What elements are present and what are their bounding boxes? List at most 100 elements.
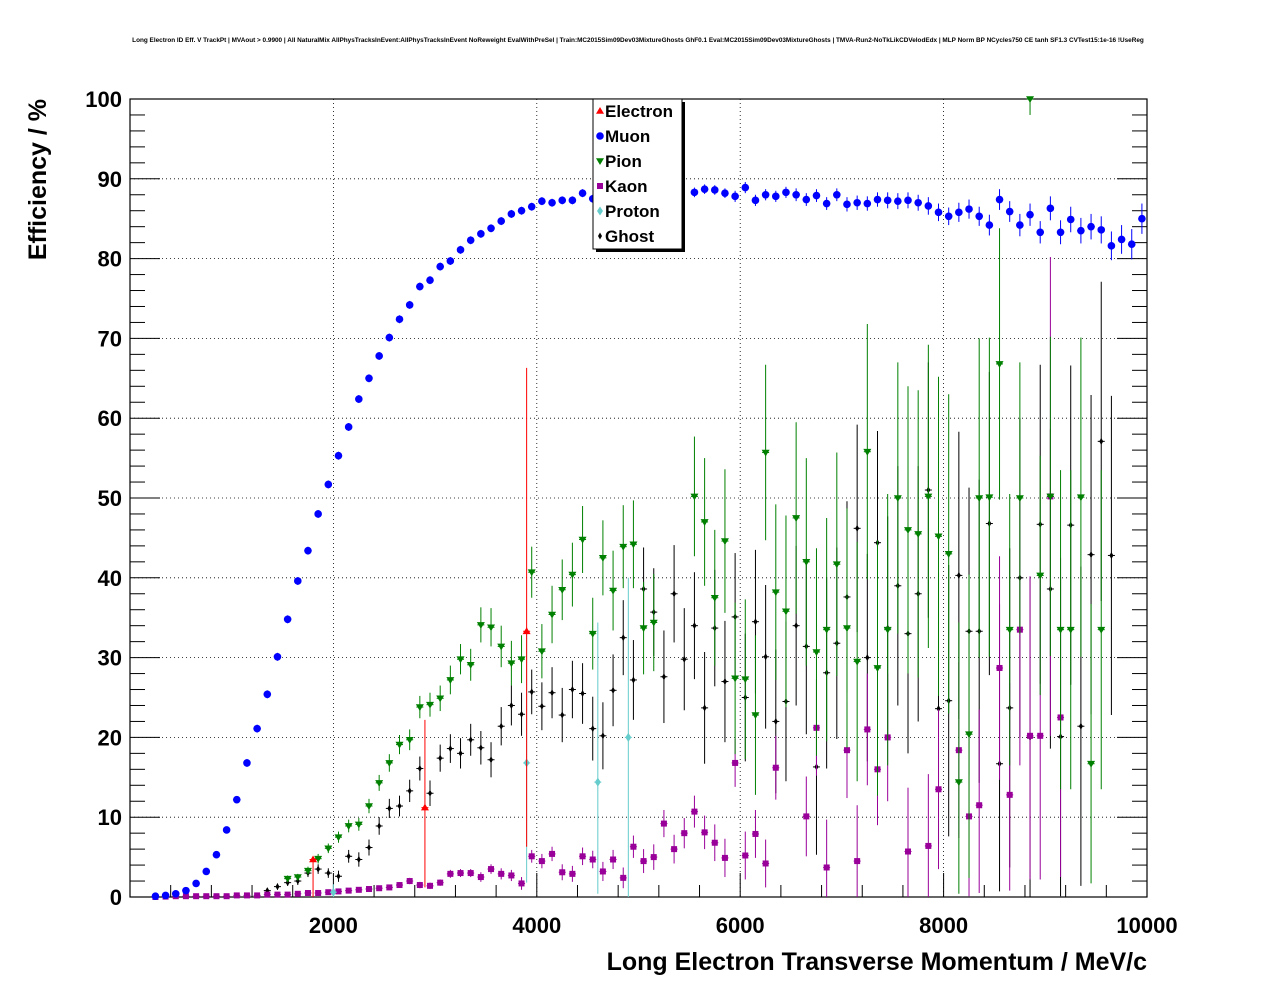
- chart-title: Long Electron ID Eff. V TrackPt | MVAout…: [132, 37, 1144, 44]
- muon-point: [955, 208, 963, 217]
- ghost-point: [631, 676, 636, 684]
- kaon-point: [406, 878, 413, 885]
- muon-point: [904, 196, 912, 205]
- muon-point: [853, 198, 861, 207]
- kaon-point: [752, 830, 759, 837]
- ghost-point: [661, 673, 666, 681]
- electron-point: [420, 803, 429, 811]
- muon-point: [385, 333, 394, 342]
- muon-point: [995, 195, 1004, 204]
- muon-point: [894, 197, 902, 205]
- ghost-point: [865, 654, 870, 662]
- pion-point: [893, 495, 902, 502]
- kaon-point: [905, 848, 912, 855]
- pion-point: [781, 608, 790, 616]
- muon-point: [161, 891, 170, 900]
- electron-point: [522, 627, 531, 635]
- pion-point: [537, 648, 546, 656]
- ghost-point: [580, 690, 585, 698]
- pion-point: [517, 656, 526, 664]
- pion-point: [995, 361, 1004, 368]
- muon-point: [517, 206, 526, 215]
- ghost-point: [458, 749, 463, 757]
- muon-point: [487, 224, 495, 233]
- muon-point: [283, 615, 292, 624]
- ghost-point: [722, 678, 727, 686]
- ghost-point: [570, 686, 575, 694]
- pion-point: [863, 448, 872, 456]
- muon-point: [405, 301, 414, 309]
- pion-point: [710, 594, 719, 602]
- series-kaon: [151, 257, 1065, 900]
- muon-point: [395, 315, 404, 324]
- kaon-point: [477, 874, 484, 881]
- pion-point: [720, 538, 729, 546]
- kaon-point: [396, 882, 403, 889]
- muon-point: [731, 192, 739, 201]
- muon-point: [202, 867, 211, 876]
- pion-point: [1066, 626, 1075, 634]
- kaon-point: [223, 893, 230, 900]
- ghost-point: [499, 722, 504, 730]
- ghost-point: [509, 701, 514, 709]
- ghost-point: [356, 855, 361, 863]
- muon-point: [761, 190, 770, 199]
- kaon-point: [640, 858, 647, 865]
- legend-label-kaon: Kaon: [605, 177, 648, 196]
- ghost-point: [682, 655, 687, 663]
- pion-point: [1097, 626, 1106, 634]
- pion-point: [812, 649, 821, 657]
- kaon-point: [772, 764, 779, 771]
- pion-point: [487, 624, 496, 632]
- ghost-point: [346, 852, 351, 860]
- kaon-point: [610, 856, 617, 863]
- kaon-point: [376, 885, 383, 892]
- kaon-point: [467, 870, 474, 877]
- muon-point: [782, 188, 790, 197]
- pion-point: [415, 704, 424, 712]
- kaon-point: [294, 890, 301, 897]
- kaon-point: [691, 808, 698, 815]
- pion-point: [456, 656, 465, 664]
- pion-point: [568, 571, 577, 579]
- muon-point: [344, 423, 353, 431]
- y-tick-label: 60: [98, 406, 122, 431]
- y-tick-label: 90: [98, 167, 122, 192]
- kaon-point: [854, 858, 861, 865]
- pion-point: [598, 555, 607, 562]
- muon-point: [456, 246, 465, 254]
- kaon-point: [386, 884, 393, 891]
- ghost-point: [956, 571, 961, 579]
- x-tick-label: 6000: [716, 913, 765, 938]
- pion-point: [527, 569, 536, 577]
- ghost-point: [1109, 551, 1114, 559]
- ghost-point: [478, 744, 483, 752]
- kaon-point: [508, 872, 515, 879]
- electron-point: [309, 855, 318, 863]
- kaon-point: [742, 852, 749, 859]
- kaon-point: [559, 869, 566, 876]
- legend-box: [592, 98, 683, 250]
- muon-point: [1036, 228, 1045, 237]
- kaon-point: [589, 856, 596, 863]
- pion-point: [436, 695, 445, 703]
- legend-marker-electron: [596, 107, 604, 114]
- muon-point: [1046, 204, 1055, 213]
- kaon-point: [620, 874, 627, 881]
- muon-point: [324, 480, 333, 489]
- muon-point: [243, 759, 251, 767]
- legend-label-pion: Pion: [605, 152, 642, 171]
- kaon-point: [630, 843, 637, 850]
- pion-point: [700, 519, 709, 526]
- pion-point: [354, 821, 363, 829]
- pion-point: [914, 531, 923, 538]
- muon-point: [1005, 207, 1014, 216]
- y-tick-label: 40: [98, 566, 122, 591]
- muon-point: [375, 352, 383, 360]
- kaon-point: [193, 893, 200, 900]
- muon-point: [222, 826, 231, 834]
- y-tick-label: 0: [110, 885, 122, 910]
- kaon-point: [569, 870, 576, 877]
- muon-point: [548, 198, 556, 207]
- kaon-point: [264, 891, 271, 898]
